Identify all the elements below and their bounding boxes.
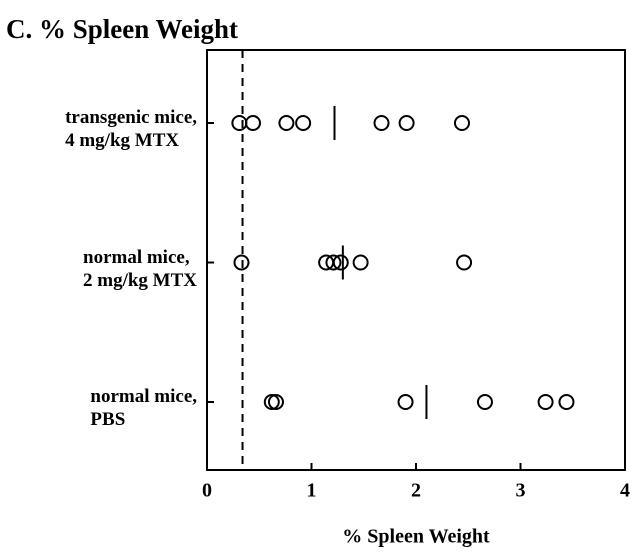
data-point — [325, 254, 342, 271]
category-text: normal mice, 2 mg/kg MTX — [83, 246, 197, 291]
data-point — [352, 254, 369, 271]
data-point — [456, 254, 473, 271]
category-label: transgenic mice, 4 mg/kg MTX — [0, 106, 197, 152]
data-point — [231, 115, 248, 131]
data-point — [295, 115, 312, 131]
category-text: transgenic mice, 4 mg/kg MTX — [65, 107, 197, 151]
x-tick-label: 3 — [516, 480, 526, 502]
data-point — [373, 115, 390, 131]
x-tick-label: 1 — [307, 480, 317, 502]
category-label: normal mice, PBS — [0, 385, 197, 431]
data-point — [267, 394, 284, 410]
data-point — [278, 115, 295, 131]
chart-title: C. % Spleen Weight — [6, 14, 238, 44]
data-point — [244, 115, 261, 131]
data-point — [332, 254, 349, 271]
data-point — [453, 115, 470, 131]
category-label: normal mice, 2 mg/kg MTX — [0, 246, 197, 292]
x-tick-label: 0 — [202, 480, 212, 502]
data-point — [558, 394, 575, 410]
data-point — [537, 394, 554, 410]
x-tick-label: 4 — [620, 480, 630, 502]
data-point — [397, 394, 414, 410]
data-point — [476, 394, 493, 410]
data-point — [263, 394, 280, 410]
x-tick-label: 2 — [411, 480, 421, 502]
category-text: normal mice, PBS — [90, 386, 197, 430]
data-point — [398, 115, 415, 131]
data-point — [233, 254, 250, 271]
x-axis-label: % Spleen Weight — [342, 526, 490, 548]
